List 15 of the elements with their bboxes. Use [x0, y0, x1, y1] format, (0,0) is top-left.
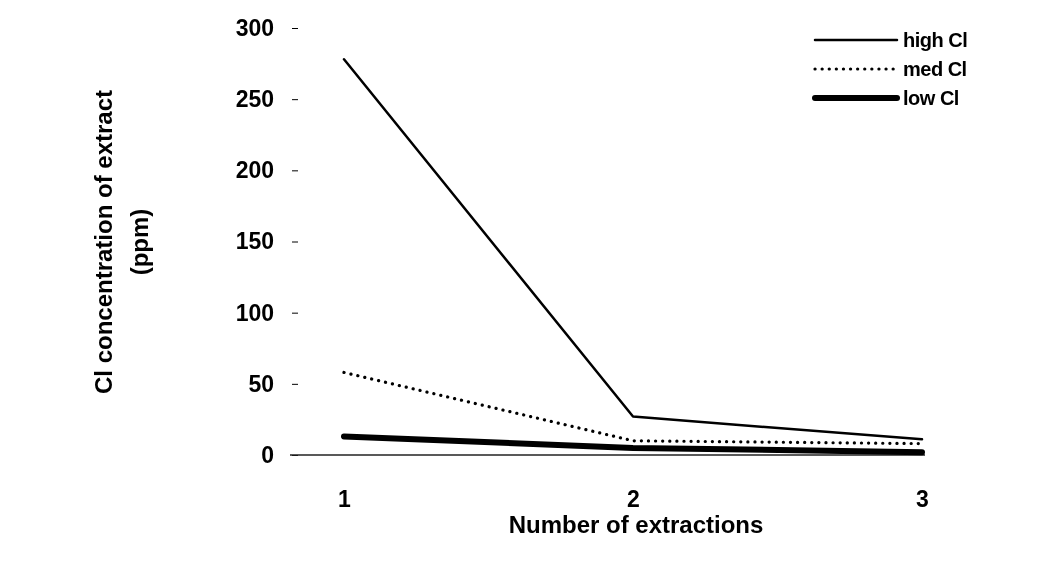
y-tick-label: 100 — [235, 299, 274, 326]
y-tick-label: 150 — [235, 228, 274, 255]
y-tick-label: 250 — [235, 86, 274, 113]
x-tick-label: 2 — [627, 486, 640, 513]
legend-label: high Cl — [903, 29, 968, 51]
legend-label: low Cl — [903, 87, 959, 109]
y-tick-label: 50 — [248, 370, 274, 397]
y-tick-label: 200 — [235, 157, 274, 184]
y-tick-label: 0 — [261, 441, 274, 468]
y-axis-title: Cl concentration of extract (ppm) — [90, 89, 153, 395]
x-tick-label: 3 — [916, 486, 929, 513]
y-tick-label: 300 — [235, 14, 274, 41]
x-axis-title: Number of extractions — [508, 511, 764, 538]
legend-label: med Cl — [903, 58, 967, 80]
x-tick-label: 1 — [338, 486, 352, 513]
